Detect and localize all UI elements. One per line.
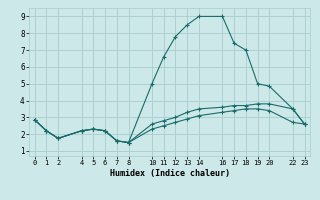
X-axis label: Humidex (Indice chaleur): Humidex (Indice chaleur) <box>109 169 229 178</box>
